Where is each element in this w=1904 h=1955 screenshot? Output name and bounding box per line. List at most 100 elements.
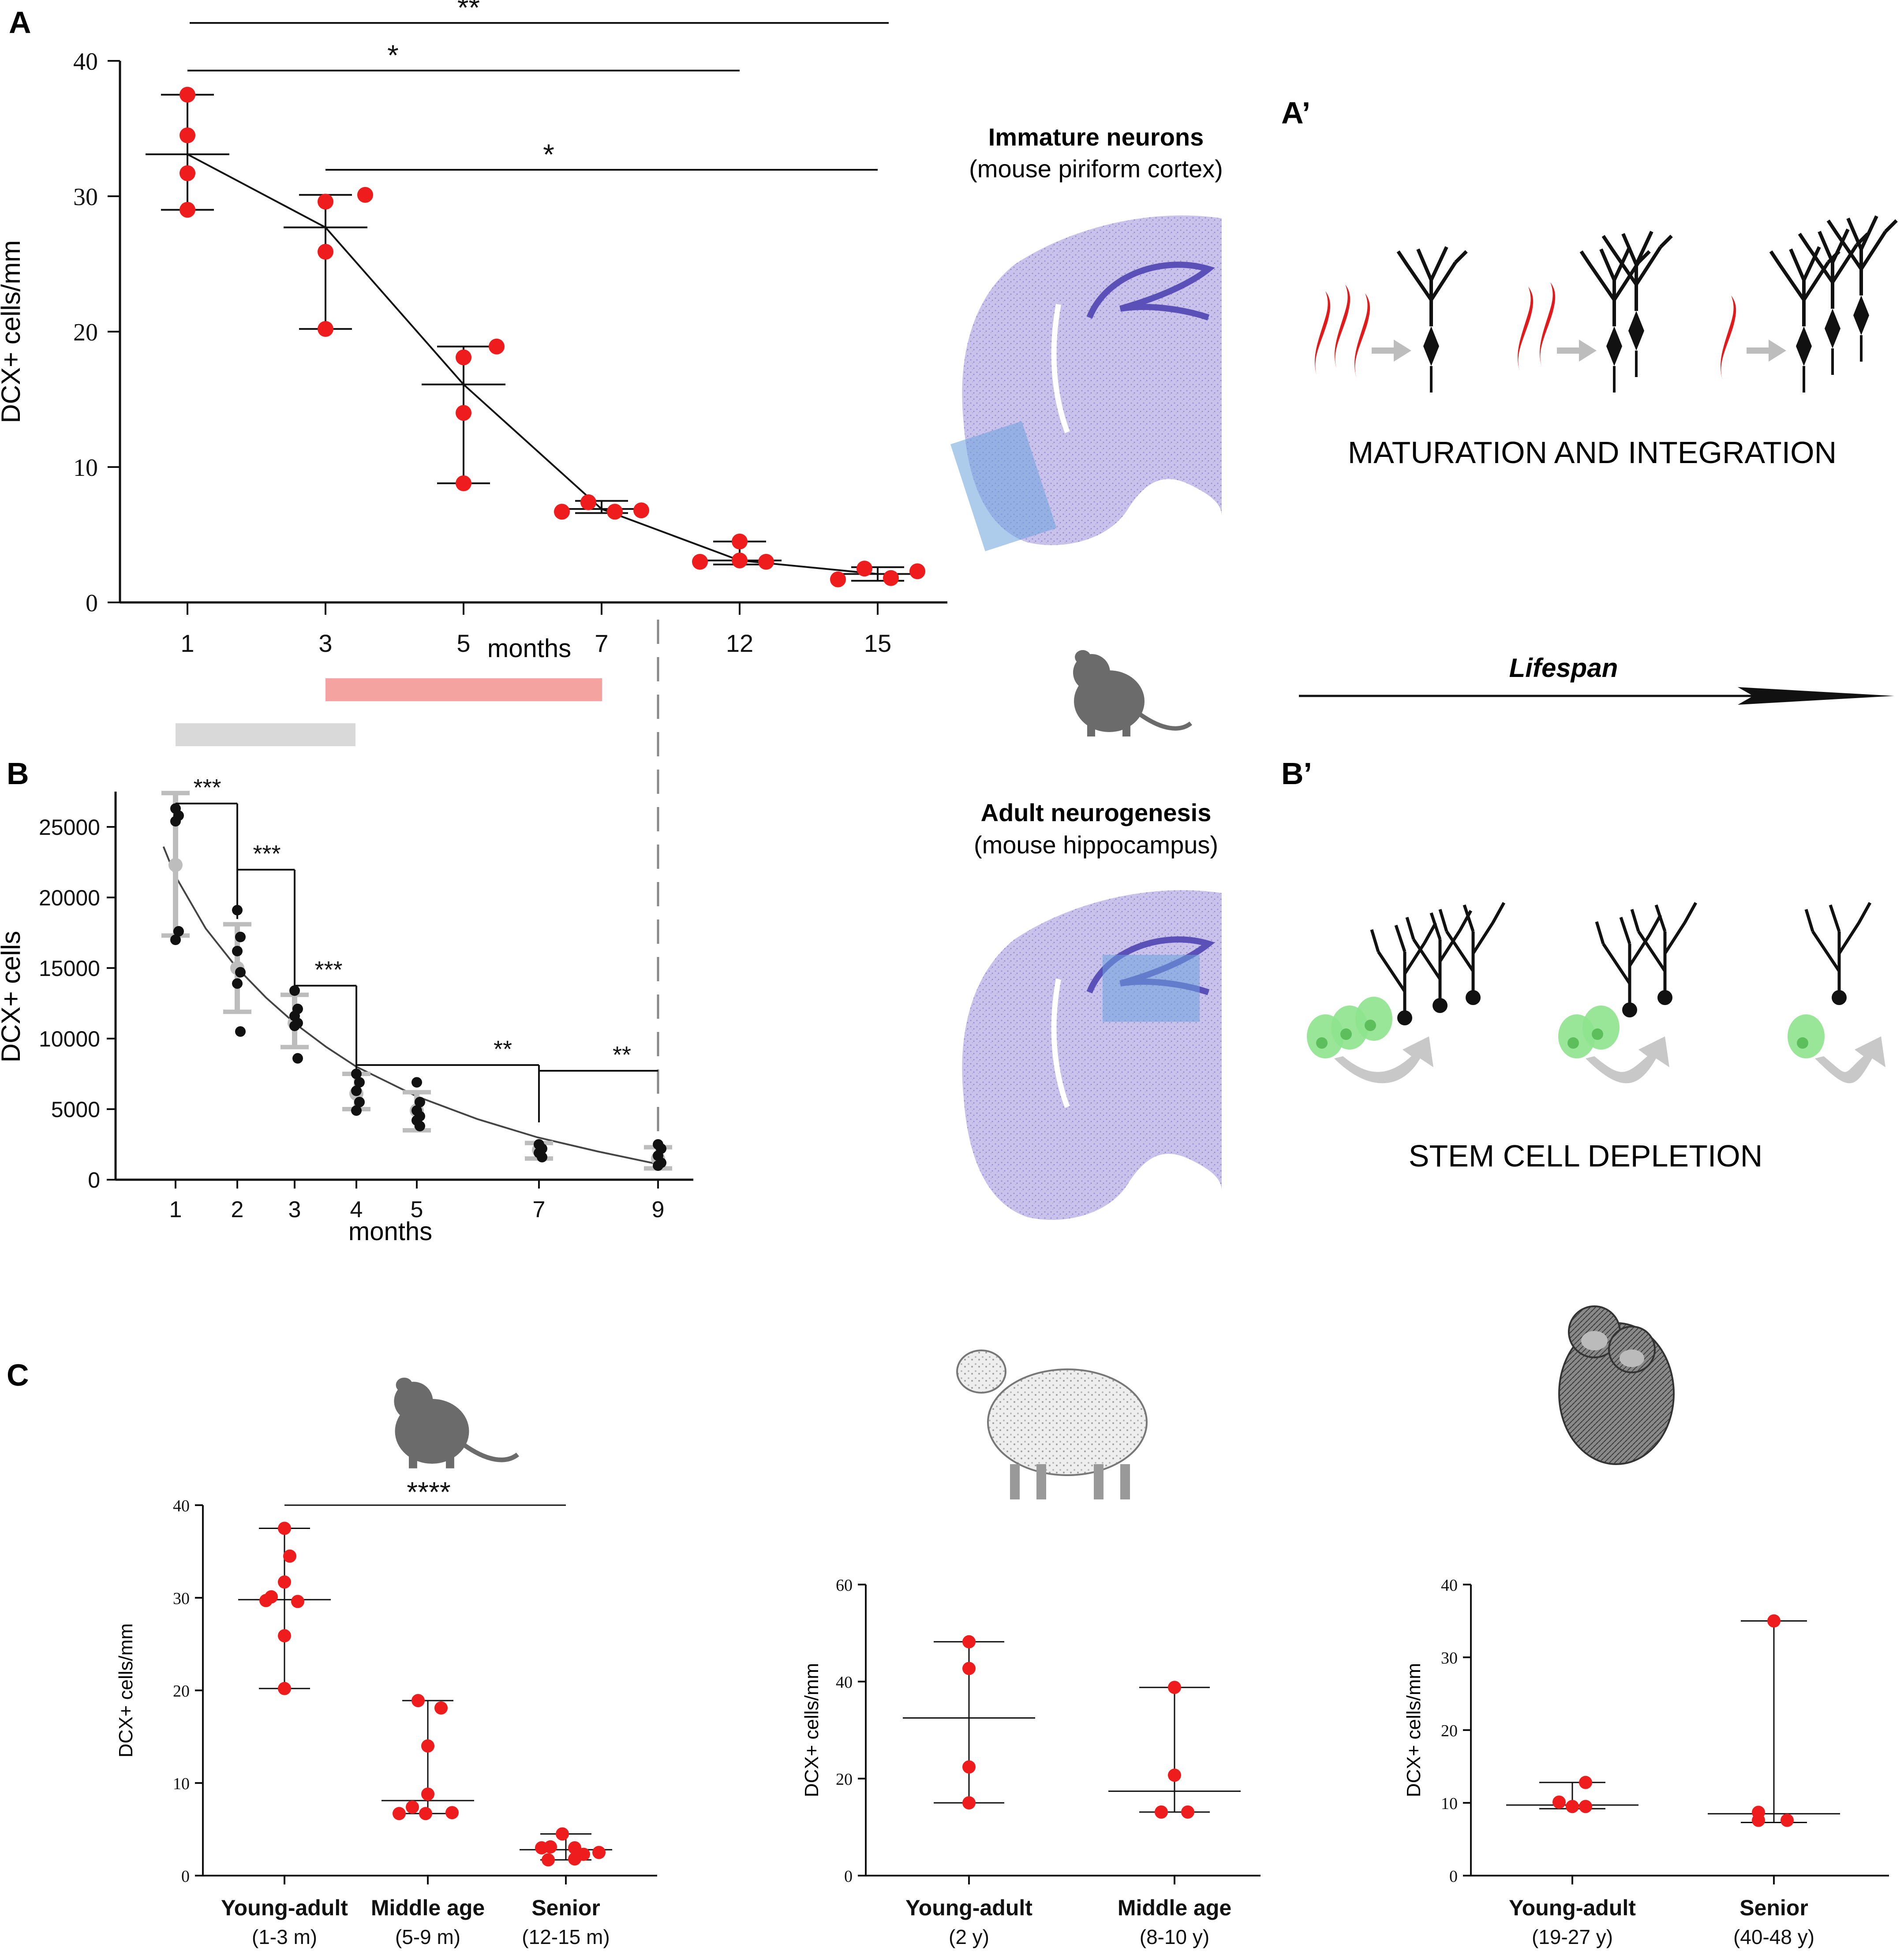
x-tick-label: 12 (726, 629, 753, 657)
data-point (415, 1097, 425, 1107)
data-point (580, 494, 596, 510)
neuron-soma (1832, 990, 1847, 1005)
x-tick-label: 4 (350, 1197, 363, 1222)
data-point (170, 816, 181, 827)
mean-point (168, 858, 183, 872)
data-point (357, 187, 373, 203)
neuron (1579, 246, 1651, 392)
gray-curved-arrow (1815, 1036, 1885, 1084)
immature-title: Immature neurons (988, 123, 1204, 151)
y-tick-label: 20 (173, 1682, 190, 1701)
data-point (489, 338, 505, 355)
neuron-soma (1466, 990, 1481, 1005)
data-point (554, 504, 570, 520)
stem-cell-illustration (1307, 902, 1885, 1084)
neuron-soma (1423, 326, 1439, 366)
neuron-dendrites (1370, 922, 1437, 1011)
significance-label: **** (407, 1476, 451, 1508)
ventricle (1051, 303, 1070, 434)
data-point (909, 563, 925, 579)
category-label: Young-adult (221, 1895, 348, 1920)
neuron-soma (1853, 295, 1869, 335)
neuron-dendrites (1769, 246, 1840, 326)
stem-cell (1788, 1014, 1825, 1058)
significance-label: *** (314, 957, 342, 983)
significance-label: ** (457, 0, 480, 24)
chart-c-mouse: 0 10 20 30 40 **** DCX+ cells/mm Young-adult… (115, 1476, 657, 1948)
data-point (235, 931, 246, 942)
median-range (1506, 1620, 1840, 1824)
data-point (318, 243, 333, 260)
stem-cell-nucleus (1592, 1028, 1603, 1040)
y-tick-label: 60 (836, 1576, 853, 1595)
data-point (758, 553, 774, 570)
chart-c-chimp: 0 10 20 30 40 DCX+ cells/mm Young-adult (19-2… (1403, 1576, 1889, 1948)
y-axis-label: DCX+ cells (0, 931, 26, 1062)
data-points (180, 86, 925, 587)
data-point (1781, 1813, 1794, 1827)
y-tick-label: 0 (86, 590, 98, 617)
data-point (962, 1662, 976, 1675)
y-axis-label: DCX+ cells/mm (1403, 1663, 1425, 1797)
data-point (962, 1760, 976, 1774)
data-point (1579, 1800, 1592, 1813)
category-label: Middle age (1118, 1895, 1231, 1920)
data-point (1752, 1813, 1765, 1827)
category-note: (19-27 y) (1532, 1925, 1613, 1948)
significance-label: ** (494, 1036, 512, 1062)
data-point (419, 1807, 432, 1820)
y-tick-label: 30 (1441, 1649, 1458, 1667)
immature-neuron (1354, 293, 1370, 377)
immature-neuron (1315, 291, 1331, 375)
adult-subtitle: (mouse hippocampus) (974, 831, 1218, 859)
data-point (830, 571, 846, 587)
immature-neuron (1540, 282, 1556, 366)
lifespan-arrow-head (1738, 687, 1894, 705)
neuron (1396, 246, 1468, 392)
x-tick-label: 1 (169, 1197, 182, 1222)
category-label: Senior (531, 1895, 600, 1920)
gray-arrow (1557, 340, 1597, 362)
stem-cell-nucleus (1340, 1028, 1352, 1040)
data-point (411, 1077, 422, 1088)
ticks: 0 10 20 30 40 (1441, 1576, 1775, 1886)
category-label: Senior (1739, 1895, 1808, 1920)
data-point (170, 935, 181, 945)
data-point (883, 570, 899, 586)
data-point (962, 1635, 976, 1648)
data-points (259, 1521, 606, 1867)
mature-neuron (1438, 902, 1506, 1005)
x-tick-label: 1 (180, 629, 194, 657)
chimpanzee-icon (1558, 1305, 1675, 1465)
category-labels: Young-adult (2 y) Middle age (8-10 y) (905, 1895, 1231, 1948)
data-point (406, 1800, 419, 1814)
arrow-head (1579, 340, 1597, 362)
mature-neuron (1630, 902, 1698, 1005)
hippocampus-outline (1086, 262, 1215, 321)
chart-c-sheep: 0 20 40 60 DCX+ cells/mm Young-adult (2 y) Mi… (801, 1576, 1261, 1948)
category-label: Young-adult (1509, 1895, 1636, 1920)
hippocampus-highlight-box (1103, 955, 1200, 1022)
ticks: 0 20 40 60 (836, 1576, 1175, 1886)
panel-label-b-prime: B’ (1281, 756, 1312, 791)
data-points (1552, 1614, 1794, 1827)
data-point (857, 561, 872, 577)
data-point (278, 1521, 291, 1535)
data-point (577, 1847, 590, 1861)
x-tick-label: 15 (864, 629, 891, 657)
panel-label-c: C (7, 1358, 29, 1392)
gray-arrow (1747, 340, 1786, 362)
median-range (146, 93, 920, 582)
x-axis-label: months (487, 634, 571, 663)
data-point (292, 1053, 303, 1064)
data-point (556, 1827, 569, 1841)
data-point (456, 475, 471, 491)
neuron-soma (1433, 998, 1448, 1013)
immature-neuron (1335, 284, 1350, 368)
neuron-dendrites (1826, 215, 1898, 295)
data-point (289, 1020, 300, 1032)
y-tick-label: 40 (173, 1497, 190, 1515)
data-point (544, 1840, 557, 1854)
x-tick-label: 5 (456, 629, 470, 657)
data-point (354, 1077, 365, 1088)
